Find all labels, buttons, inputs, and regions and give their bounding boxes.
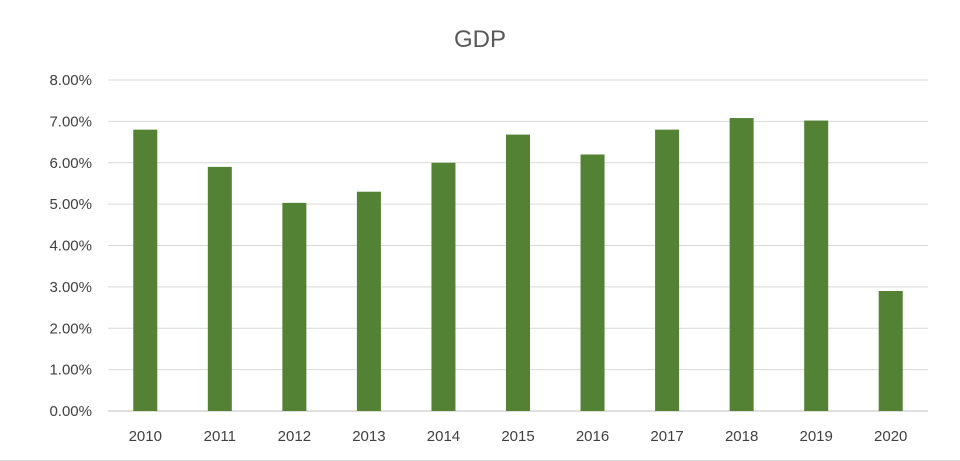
bar-2017 [655,129,680,411]
y-tick-label: 2.00% [49,320,92,337]
x-tick-label: 2012 [278,428,311,445]
y-tick-label: 1.00% [49,362,92,379]
y-tick-label: 3.00% [49,279,92,296]
y-tick-label: 6.00% [49,155,92,172]
y-tick-label: 4.00% [49,238,92,255]
y-tick-label: 5.00% [49,196,92,213]
bar-2018 [729,118,754,411]
x-tick-label: 2013 [352,428,385,445]
bar-2013 [356,191,381,411]
x-tick-label: 2016 [576,428,609,445]
y-axis-tick-labels: 0.00% 1.00% 2.00% 3.00% 4.00% 5.00% 6.00% 7.00%… [49,72,92,420]
y-tick-label: 8.00% [49,72,92,89]
bar-2011 [207,166,232,411]
bar-2020 [878,291,903,411]
bar-2015 [506,134,530,412]
bar-2012 [282,202,307,411]
x-tick-label: 2010 [129,428,162,445]
x-tick-label: 2014 [427,428,460,445]
x-tick-label: 2020 [874,428,907,445]
bar-2014 [431,162,456,411]
x-tick-label: 2011 [204,428,236,445]
y-tick-label: 0.00% [49,403,92,420]
chart-title: GDP [453,26,506,53]
bars [133,118,903,412]
x-tick-label: 2018 [725,428,758,445]
y-tick-label: 7.00% [49,113,92,130]
x-axis-tick-labels: 2010 2011 2012 2013 2014 2015 2016 2017 2018 2019… [129,428,908,445]
bar-2010 [133,129,158,411]
x-tick-label: 2015 [501,428,534,445]
bar-2019 [804,120,829,412]
x-tick-label: 2017 [650,428,683,445]
bar-2016 [580,154,605,411]
x-tick-label: 2019 [799,428,832,445]
